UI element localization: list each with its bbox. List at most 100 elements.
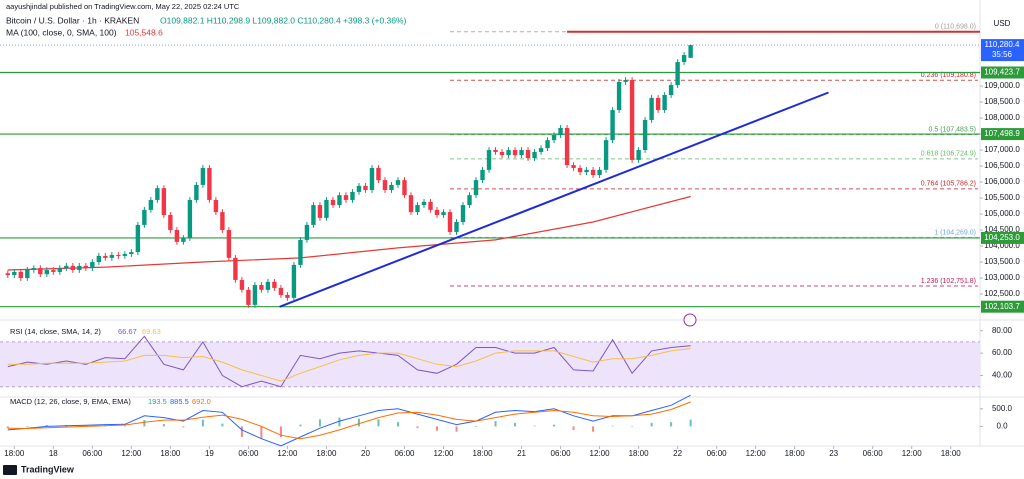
histogram-bar [377, 419, 380, 427]
candle-body [265, 281, 271, 290]
x-tick-label: 12:00 [746, 449, 767, 458]
candle-body [376, 167, 381, 181]
histogram-bar [6, 426, 9, 429]
y-tick-label: 104,500.0 [984, 225, 1020, 234]
candle-body [51, 270, 56, 272]
candle-body [220, 212, 225, 231]
candle-body [356, 185, 362, 192]
candle-body [688, 45, 693, 58]
candle-body [96, 255, 102, 263]
candle-body [395, 180, 401, 185]
series-line [7, 394, 691, 447]
histogram-bar [475, 426, 478, 427]
candle-body [259, 285, 264, 290]
pane-value: 69.63 [142, 327, 161, 336]
plot-layer: 102,500.0103,000.0103,500.0104,000.0104,… [0, 24, 1024, 458]
candle-body [252, 285, 258, 305]
candle-body [369, 167, 375, 191]
candle-body [272, 281, 277, 288]
y-tick-label: 105,500.0 [984, 193, 1020, 202]
candle-body [538, 148, 544, 152]
histogram-bar [338, 417, 341, 427]
x-tick-label: 06:00 [551, 449, 572, 458]
candle-body [44, 270, 50, 275]
candle-body [623, 79, 628, 82]
candle-body [12, 271, 17, 276]
histogram-bar [357, 418, 360, 427]
candle-body [142, 209, 147, 225]
candle-body [64, 265, 69, 269]
histogram-bar [162, 423, 165, 427]
candle-body [103, 255, 108, 258]
candle-body [519, 150, 524, 156]
histogram-bar [143, 420, 146, 427]
fib-label: 0.764 (105,786.2) [921, 181, 976, 188]
candle-body [278, 287, 284, 295]
candle-body [642, 119, 648, 151]
x-tick-label: 18:00 [785, 449, 806, 458]
histogram-bar [45, 424, 48, 427]
candle-body [460, 205, 466, 223]
last-price-countdown: 35:56 [992, 50, 1013, 59]
histogram-bar [436, 426, 439, 431]
histogram-bar [396, 422, 399, 427]
candle-body [181, 238, 186, 242]
pane-value: 193.5 [148, 397, 167, 406]
y-tick-label: 80.00 [992, 326, 1013, 335]
histogram-bar [279, 426, 282, 437]
fib-label: 0.5 (107,483.5) [929, 126, 976, 133]
fib-label: 0.236 (109,180.8) [921, 72, 976, 79]
candle-body [174, 230, 180, 242]
histogram-bar [494, 421, 497, 427]
candle-body [285, 294, 290, 298]
x-tick-label: 12:00 [590, 449, 611, 458]
histogram-bar [611, 425, 614, 427]
candle-body [291, 264, 297, 298]
candle-body [25, 270, 30, 279]
histogram-bar [533, 425, 536, 427]
candle-body [337, 195, 342, 206]
y-tick-label: 40.00 [992, 371, 1013, 380]
candle-body [57, 268, 63, 272]
histogram-bar [201, 419, 204, 427]
candle-body [31, 268, 37, 271]
y-tick-label: 0.0 [996, 422, 1008, 431]
x-tick-label: 18:00 [473, 449, 494, 458]
level-label: 107,498.9 [984, 129, 1020, 138]
fib-label: 1.236 (102,751.8) [921, 278, 976, 285]
histogram-bar [260, 426, 263, 439]
candle-body [239, 279, 245, 290]
pane-title: RSI (14, close, SMA, 14, 2) [10, 327, 101, 336]
level-box [981, 66, 1024, 79]
last-price-label: 110,280.4 [985, 40, 1021, 49]
published-note: aayushjindal published on TradingView.co… [6, 2, 240, 11]
candle-body [506, 150, 511, 156]
symbol: Bitcoin / U.S. Dollar · 1h · KRAKEN [6, 15, 139, 25]
histogram-bar [318, 419, 321, 427]
candle-body [311, 205, 316, 225]
x-tick-label: 06:00 [707, 449, 728, 458]
candle-body [148, 199, 154, 210]
candle-body [421, 201, 427, 206]
candle-body [207, 167, 212, 200]
x-tick-label: 18:00 [316, 449, 337, 458]
candle-body [233, 257, 238, 280]
candle-body [330, 199, 336, 206]
candle-body [194, 184, 199, 200]
candle-body [382, 180, 388, 191]
y-tick-label: 107,000.0 [984, 145, 1020, 154]
ma-legend: MA (100, close, 0, SMA, 100) [6, 27, 117, 37]
level-label: 109,423.7 [984, 68, 1020, 77]
candle-body [499, 151, 505, 156]
candle-body [129, 252, 134, 255]
candle-body [525, 150, 531, 159]
candle-body [486, 150, 492, 170]
candle-body [480, 169, 485, 181]
x-tick-label: 12:00 [902, 449, 923, 458]
event-icon[interactable] [683, 313, 697, 327]
y-tick-label: 106,500.0 [984, 161, 1020, 170]
series-line [7, 348, 691, 382]
histogram-bar [592, 426, 595, 432]
fib-label: 1 (104,269.0) [934, 229, 976, 236]
